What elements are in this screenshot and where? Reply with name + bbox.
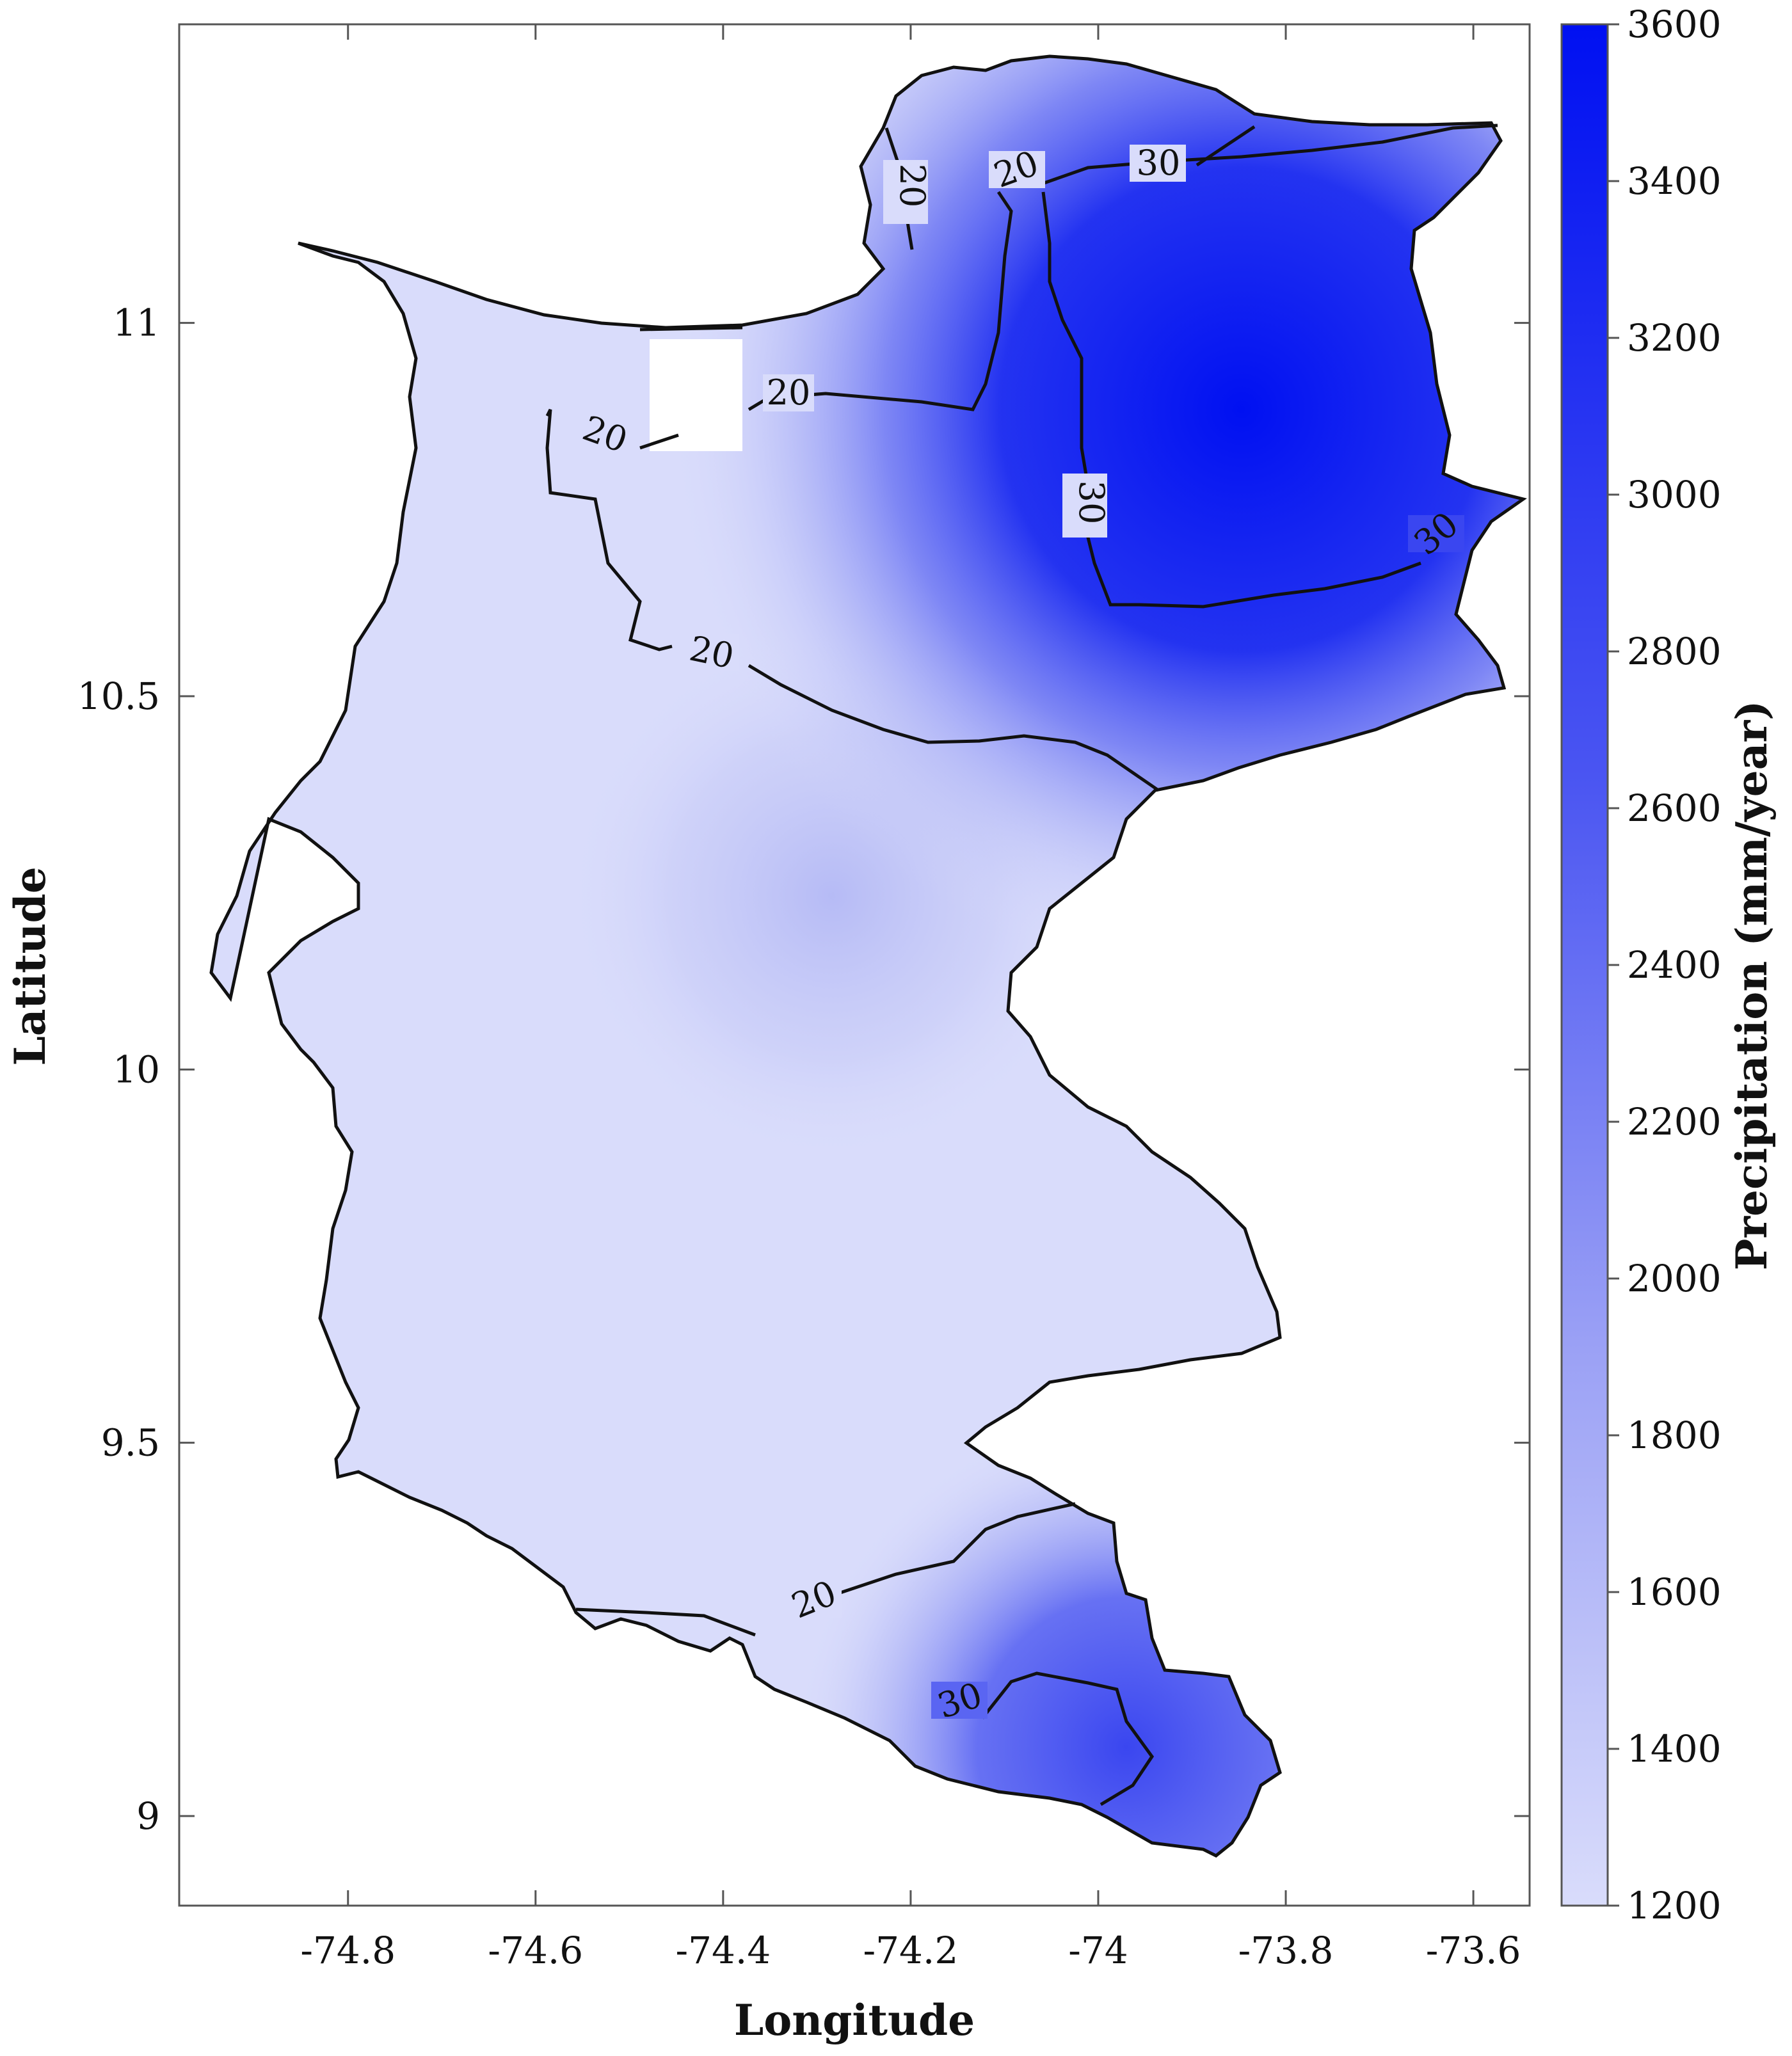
contour-line-20-west-loop	[639, 433, 679, 450]
plot-frame	[178, 23, 1531, 1907]
contour-label: 30	[1071, 481, 1112, 525]
contour-line-30-south	[981, 1671, 1155, 1806]
x-tick-label: -74.2	[863, 1929, 959, 1972]
colorbar-tick-label: 1600	[1627, 1570, 1722, 1614]
y-axis-title: Latitude	[5, 866, 55, 1065]
contour-line-20-south-east	[838, 1502, 1076, 1595]
colorbar-tick-label: 3400	[1627, 159, 1722, 203]
colorbar-tick-label: 1400	[1627, 1727, 1722, 1771]
contour-label: 20	[767, 372, 811, 413]
contour-line-20-central-east	[748, 664, 1160, 792]
contour-line-20-central	[545, 408, 673, 651]
x-tick-label: -73.6	[1426, 1929, 1521, 1972]
colorbar-tick-label: 1800	[1627, 1414, 1722, 1457]
y-tick-label: 10	[113, 1048, 160, 1091]
region-outline	[209, 54, 1527, 1858]
contour-label: 20	[892, 164, 932, 208]
colorbar-tick-label: 2400	[1627, 943, 1722, 987]
colorbar-tick-label: 2800	[1627, 630, 1722, 673]
x-tick-label: -74	[1068, 1929, 1128, 1972]
colorbar-tick-label: 3000	[1627, 473, 1722, 516]
colorbar-tick-label: 2600	[1627, 786, 1722, 830]
x-tick-label: -74.4	[675, 1929, 771, 1972]
colorbar-ticks: 1200 1400 1600 1800 2000 2200 2400 2600 2800 3000…	[1608, 3, 1722, 1927]
colorbar-tick-label: 1200	[1627, 1884, 1722, 1927]
contour-label: 30	[1137, 143, 1181, 183]
x-tick-label: -73.8	[1238, 1929, 1334, 1972]
contour-line-30-north-small	[1196, 125, 1256, 167]
colorbar-tick-label: 2200	[1627, 1100, 1722, 1144]
x-axis-title: Longitude	[734, 1995, 975, 2045]
x-tick-label: -74.8	[300, 1929, 396, 1972]
y-tick-label: 9	[136, 1794, 160, 1838]
y-tick-label: 10.5	[77, 674, 160, 718]
y-axis-ticks: 9 9.5 10 10.5 11	[77, 301, 1530, 1838]
contour-line-20-south	[575, 1607, 756, 1637]
y-tick-label: 11	[113, 301, 160, 345]
x-axis-ticks: -74.8 -74.6 -74.4 -74.2 -74 -73.8 -73.6	[300, 24, 1521, 1972]
colorbar-tick-label: 3200	[1627, 316, 1722, 360]
colorbar	[1560, 23, 1609, 1907]
contour-line-20-north-coast	[639, 326, 743, 331]
no-data-patch	[650, 339, 742, 451]
contour-line-30-north	[1036, 124, 1498, 187]
colorbar-tick-label: 2000	[1627, 1257, 1722, 1300]
colorbar-title: Precipitation (mm/year)	[1727, 701, 1777, 1271]
y-tick-label: 9.5	[101, 1421, 160, 1465]
precipitation-field	[211, 56, 1523, 1856]
colorbar-tick-label: 3600	[1627, 3, 1722, 46]
contour-label: 20	[686, 628, 737, 677]
x-tick-label: -74.6	[488, 1929, 583, 1972]
